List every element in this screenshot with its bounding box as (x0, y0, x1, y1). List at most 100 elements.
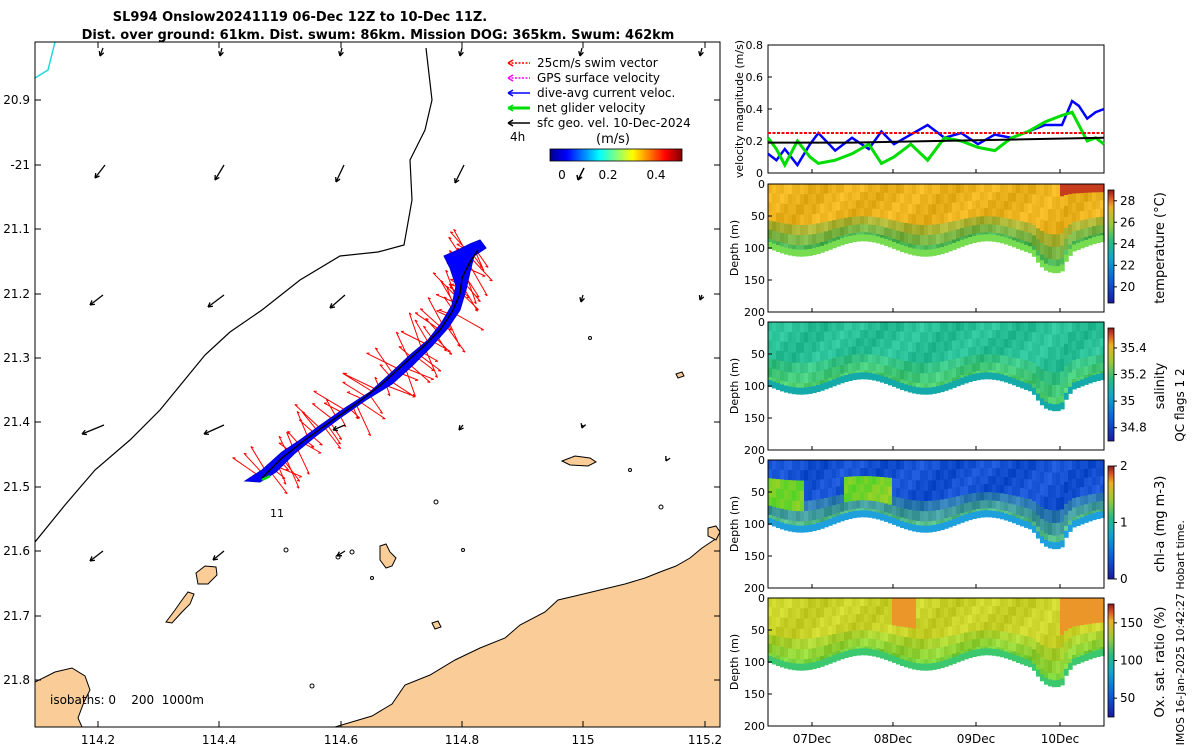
heatmap-cell (1048, 472, 1053, 486)
heatmap-cell (976, 614, 981, 624)
heatmap-cell (1028, 637, 1033, 648)
heatmap-cell (996, 330, 1001, 339)
heatmap-cell (808, 214, 813, 226)
heatmap-cell (908, 331, 913, 343)
heatmap-cell (1100, 346, 1105, 356)
heatmap-cell (1036, 366, 1041, 378)
heatmap-cell (816, 213, 821, 225)
heatmap-cell (828, 340, 833, 351)
heatmap-cell (812, 608, 817, 619)
heatmap-cell (856, 224, 861, 234)
heatmap-cell (996, 363, 1001, 372)
heatmap-cell (924, 490, 929, 502)
heatmap-cell (1036, 217, 1041, 229)
heatmap-cell (808, 638, 813, 650)
heatmap-cell (780, 646, 785, 658)
heatmap-cell (1072, 369, 1077, 380)
heatmap-cell (844, 598, 849, 607)
heatmap-bottom-cell (832, 655, 837, 663)
heatmap-bottom-cell (1024, 244, 1029, 252)
heatmap-bottom-cell (912, 524, 917, 532)
heatmap-cell (856, 200, 861, 209)
heatmap-cell (892, 496, 897, 507)
heatmap-bottom-cell (888, 654, 893, 662)
heatmap-bottom-cell (796, 249, 801, 257)
heatmap-cell (1096, 460, 1101, 469)
heatmap-cell (848, 363, 853, 373)
heatmap-bottom-cell (844, 651, 849, 658)
heatmap-cell (964, 227, 969, 237)
heatmap-cell (928, 500, 933, 512)
heatmap-cell (876, 347, 881, 356)
heatmap-cell (880, 468, 885, 478)
heatmap-cell (884, 468, 889, 478)
heatmap-bottom-cell (1096, 650, 1101, 657)
heatmap-cell (864, 354, 869, 363)
heatmap-cell (952, 340, 957, 351)
heatmap-cell (1084, 322, 1089, 332)
heatmap-cell (808, 184, 813, 195)
heatmap-cell (848, 346, 853, 356)
heatmap-cell (952, 497, 957, 507)
heatmap-cell (1044, 496, 1049, 510)
heatmap-cell (968, 347, 973, 357)
heatmap-cell (944, 222, 949, 234)
heatmap-cell (1060, 460, 1065, 473)
heatmap-cell (980, 476, 985, 485)
heatmap-cell (828, 349, 833, 360)
heatmap-cell (812, 332, 817, 343)
heatmap-cell (844, 322, 849, 331)
heatmap-cell (804, 618, 809, 630)
heatmap-cell (1012, 606, 1017, 617)
heatmap-cell (840, 184, 845, 194)
heatmap-cell (816, 223, 821, 234)
heatmap-cell (804, 224, 809, 236)
heatmap-cell (1072, 360, 1077, 371)
heatmap-cell (812, 638, 817, 649)
heatmap-cell (852, 614, 857, 624)
heatmap-cell (1044, 196, 1049, 209)
heatmap-cell (924, 618, 929, 630)
heatmap-cell (804, 373, 809, 384)
heatmap-cell (900, 360, 905, 371)
heatmap-cell (876, 501, 881, 511)
heatmap-cell (796, 235, 801, 246)
heatmap-bottom-cell (808, 248, 813, 256)
island (431, 620, 442, 630)
heatmap-cell (1056, 347, 1061, 361)
heatmap-cell (784, 351, 789, 363)
heatmap-cell (912, 648, 917, 659)
heatmap-cell (780, 627, 785, 638)
heatmap-cell (1040, 460, 1045, 473)
heatmap-cell (856, 354, 861, 363)
heatmap-bottom-cell (772, 381, 777, 389)
heatmap-cell (1076, 230, 1081, 241)
heatmap-cell (832, 184, 837, 194)
heatmap-cell (980, 492, 985, 501)
heatmap-cell (984, 468, 989, 477)
heatmap-bottom-cell (1084, 515, 1089, 523)
heatmap-cell (776, 203, 781, 214)
heatmap-cell (1100, 606, 1105, 615)
heatmap-bottom-cell (1052, 542, 1057, 550)
heatmap-cell (948, 193, 953, 204)
heatmap-cell (932, 204, 937, 215)
heatmap-cell (948, 488, 953, 499)
heatmap-cell (868, 460, 873, 469)
heatmap-cell (796, 470, 801, 481)
heatmap-cell (944, 646, 949, 657)
heatmap-cell (996, 639, 1001, 648)
heatmap-cell (1072, 507, 1077, 518)
heatmap-cell (1048, 610, 1053, 624)
heatmap-cell (820, 203, 825, 214)
heatmap-cell (1052, 623, 1057, 637)
heatmap-bottom-cell (948, 382, 953, 390)
heatmap-cell (996, 476, 1001, 486)
heatmap-cell (944, 360, 949, 372)
heatmap-cell (856, 622, 861, 631)
heatmap-cell (812, 352, 817, 363)
heatmap-cell (784, 509, 789, 521)
heatmap-cell (788, 628, 793, 639)
heatmap-cell (1000, 200, 1005, 210)
heatmap-cell (1092, 485, 1097, 495)
